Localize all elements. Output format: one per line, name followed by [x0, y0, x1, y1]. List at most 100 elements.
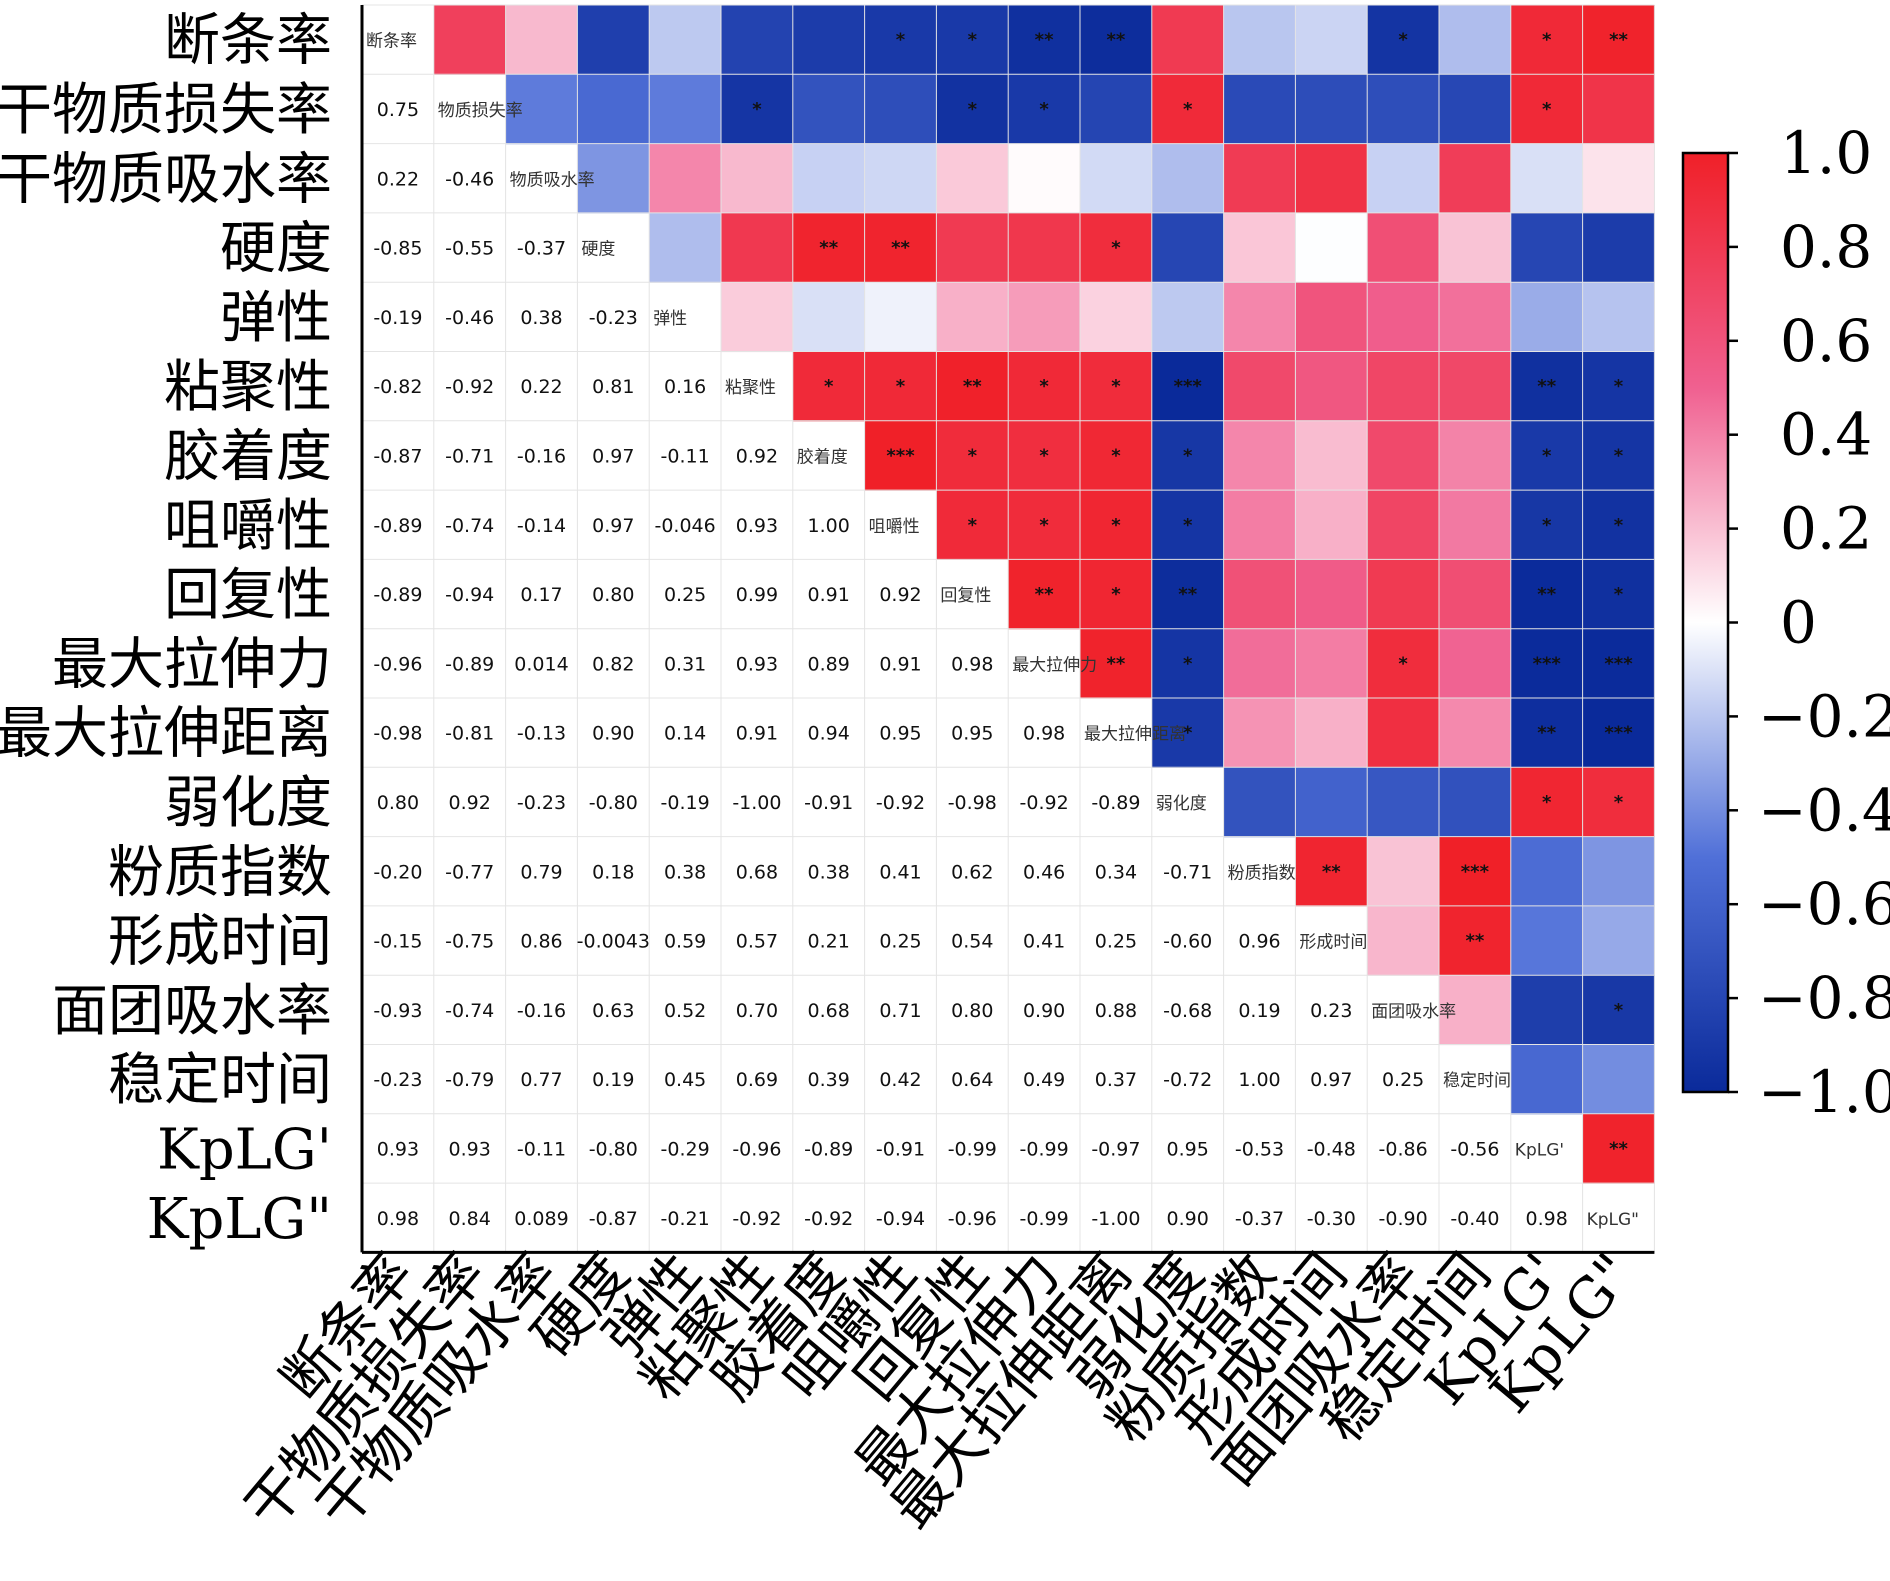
- heat-cell: [1582, 698, 1655, 768]
- coefficient-label: 0.86: [520, 931, 562, 953]
- coefficient-label: -0.46: [445, 168, 494, 190]
- significance-marker: ***: [1533, 653, 1562, 674]
- heat-cell: [864, 212, 937, 283]
- coefficient-label: -0.89: [373, 584, 422, 606]
- heat-cell: [1151, 74, 1225, 145]
- heat-cell: [1223, 143, 1296, 214]
- significance-marker: *: [1183, 723, 1193, 744]
- coefficient-label: 0.92: [879, 584, 921, 606]
- heat-cell: [1582, 975, 1655, 1046]
- row-label: 最大拉伸距离: [0, 702, 332, 767]
- significance-marker: *: [1039, 376, 1049, 397]
- heat-cell: [936, 351, 1009, 422]
- coefficient-label: 0.46: [1023, 861, 1065, 883]
- heat-cell: [577, 74, 650, 145]
- coefficient-label: -0.79: [445, 1069, 494, 1091]
- significance-marker: *: [1614, 1000, 1624, 1021]
- heat-cell: [1510, 490, 1584, 560]
- coefficient-label: 0.38: [808, 861, 850, 883]
- significance-marker: **: [1609, 1138, 1628, 1159]
- cells-layer: [361, 4, 1655, 1253]
- coefficient-label: -0.55: [445, 238, 494, 260]
- diagonal-label: 稳定时间: [1443, 1071, 1511, 1091]
- heat-cell: [936, 5, 1009, 75]
- heat-cell: [1151, 559, 1225, 630]
- heat-cell: [1439, 698, 1512, 768]
- coefficient-label: -0.72: [1163, 1069, 1212, 1091]
- coefficient-label: 0.98: [951, 653, 993, 675]
- heat-cell: [649, 74, 722, 145]
- coefficient-label: 0.25: [664, 584, 706, 606]
- heat-cell: [1582, 212, 1655, 283]
- heat-cell: [1582, 282, 1655, 353]
- heat-cell: [1223, 698, 1296, 768]
- heat-cell: [1367, 698, 1440, 768]
- row-label: 干物质损失率: [0, 78, 332, 143]
- row-label: 最大拉伸力: [52, 632, 332, 697]
- significance-marker: *: [896, 376, 906, 397]
- heat-cell: [936, 74, 1009, 145]
- coefficient-label: 0.18: [592, 861, 634, 883]
- heat-cell: [721, 74, 794, 145]
- diagonal-label: KpLG": [1587, 1210, 1639, 1230]
- coefficient-label: -0.19: [373, 307, 422, 329]
- heat-cell: [1008, 5, 1081, 75]
- heat-cell: [1008, 74, 1081, 145]
- coefficient-label: 0.97: [592, 445, 634, 467]
- heat-cell: [1080, 5, 1153, 75]
- significance-marker: **: [891, 238, 910, 259]
- heat-cell: [864, 282, 937, 353]
- heat-cell: [1080, 212, 1153, 283]
- coefficient-label: -0.71: [1163, 861, 1212, 883]
- heat-cell: [1439, 628, 1512, 699]
- row-label: 弹性: [220, 286, 332, 351]
- heat-cell: [1582, 559, 1655, 630]
- colorbar-tick-label: 0.6: [1780, 307, 1872, 375]
- coefficient-label: 0.54: [951, 931, 993, 953]
- heat-cell: [1080, 282, 1153, 353]
- coefficient-label: 0.62: [951, 861, 993, 883]
- significance-marker: *: [1614, 445, 1624, 466]
- heat-cell: [1510, 767, 1584, 838]
- heat-cell: [1582, 1044, 1655, 1115]
- coefficient-label: -0.87: [589, 1208, 638, 1230]
- heat-cell: [721, 143, 794, 214]
- coefficient-label: 0.45: [664, 1069, 706, 1091]
- coefficient-label: -0.13: [517, 723, 566, 745]
- coefficient-label: 0.81: [592, 376, 634, 398]
- significance-marker: *: [1614, 584, 1624, 605]
- heat-cell: [1151, 490, 1225, 560]
- significance-marker: ***: [886, 445, 915, 466]
- coefficient-label: -0.14: [517, 515, 566, 537]
- significance-marker: **: [1537, 584, 1556, 605]
- coefficient-label: 0.77: [520, 1069, 562, 1091]
- coefficient-label: -0.89: [1091, 792, 1140, 814]
- heat-cell: [1510, 212, 1584, 283]
- coefficient-label: 0.23: [1310, 1000, 1352, 1022]
- significance-marker: *: [1614, 515, 1624, 536]
- heat-cell: [577, 143, 650, 214]
- coefficient-label: 0.16: [664, 376, 706, 398]
- coefficient-label: 0.94: [808, 723, 850, 745]
- heat-cell: [1008, 559, 1081, 630]
- diagonal-label: 粉质指数: [1228, 863, 1296, 883]
- heat-cell: [864, 143, 937, 214]
- coefficient-label: -0.56: [1450, 1138, 1499, 1160]
- diagonal-label: 粘聚性: [725, 378, 776, 398]
- significance-marker: **: [1537, 723, 1556, 744]
- significance-marker: ***: [1604, 723, 1633, 744]
- coefficient-label: -0.16: [517, 445, 566, 467]
- colorbar: 1.0 0.8 0.6 0.4 0.2 0 −0.2 −0.4 −0.6 −0.8 −1.0: [1681, 119, 1890, 1126]
- diagonal-label: 回复性: [940, 586, 991, 606]
- heat-cell: [1295, 698, 1368, 768]
- heat-cell: [1582, 420, 1655, 491]
- significance-marker: **: [963, 376, 982, 397]
- coefficient-label: 0.98: [1023, 723, 1065, 745]
- significance-marker: *: [1614, 792, 1624, 813]
- heat-cell: [1582, 836, 1655, 907]
- heat-cell: [1295, 351, 1368, 422]
- coefficient-label: -0.89: [445, 653, 494, 675]
- heat-cell: [1510, 559, 1584, 630]
- heat-cell: [1439, 767, 1512, 838]
